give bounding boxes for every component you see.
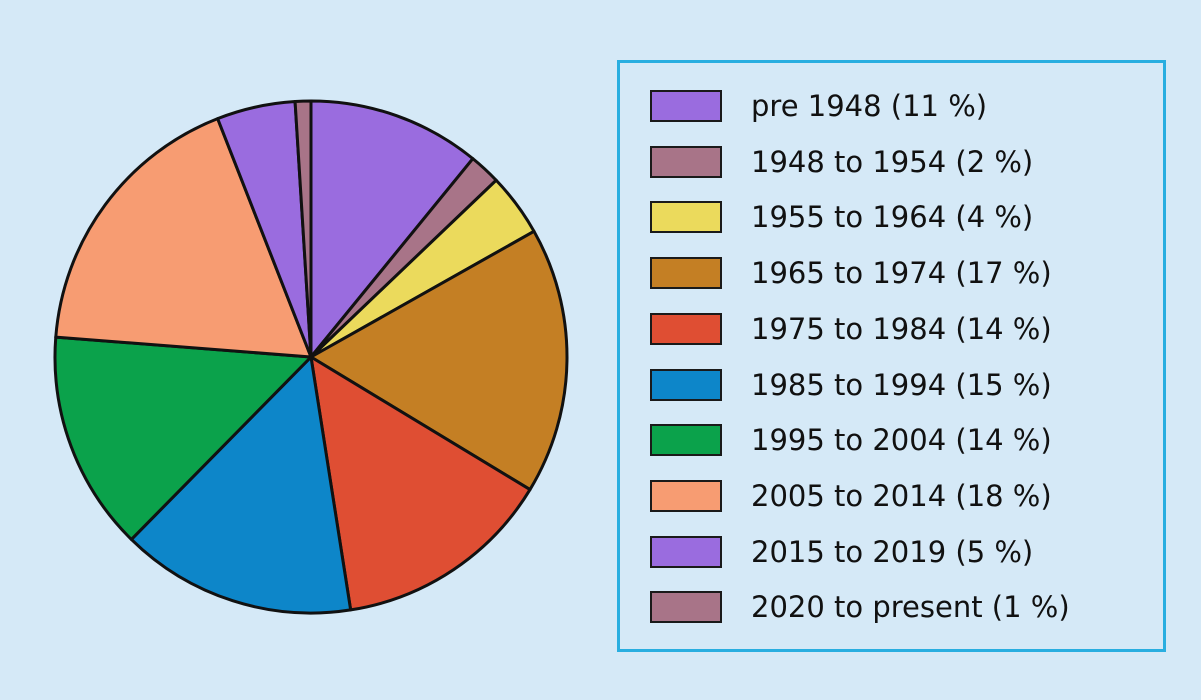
legend-swatch [650,535,722,568]
pie-slice-6 [129,355,353,615]
pie-slice-10 [293,99,313,359]
legend-label: pre 1948 (11 %) [751,89,988,123]
legend-label: 1955 to 1964 (4 %) [751,200,1034,235]
pie-slice-5 [309,355,532,612]
legend-label: 1965 to 1974 (17 %) [751,256,1052,291]
legend-label: 1948 to 1954 (2 %) [751,144,1034,179]
legend-swatch [650,201,722,234]
legend-swatch [650,424,722,457]
legend-item: 1948 to 1954 (2 %) [650,142,1033,182]
legend-item: 1985 to 1994 (15 %) [650,365,1052,405]
legend-label: 1975 to 1984 (14 %) [751,311,1052,346]
pie-chart [53,99,569,615]
legend-swatch [650,312,722,345]
legend-item: 1975 to 1984 (14 %) [650,309,1052,349]
legend-item: 2015 to 2019 (5 %) [650,532,1033,572]
legend-swatch [650,257,722,290]
pie-slice-4 [309,229,569,492]
legend-swatch [650,145,722,178]
legend-swatch [650,90,722,122]
legend-item: pre 1948 (11 %) [650,86,987,126]
legend-swatch [650,591,722,624]
legend-label: 1985 to 1994 (15 %) [751,367,1052,402]
legend-swatch [650,479,722,512]
legend-item: 1995 to 2004 (14 %) [650,420,1052,460]
pie-slice-1 [309,99,475,359]
legend-label: 2015 to 2019 (5 %) [751,534,1034,569]
pie-slice-8 [54,117,313,359]
legend-item: 1955 to 1964 (4 %) [650,197,1033,237]
legend-label: 2005 to 2014 (18 %) [751,478,1052,513]
legend-item: 2020 to present (1 %) [650,587,1070,627]
legend: pre 1948 (11 %) 1948 to 1954 (2 %) 1955 to… [617,60,1166,652]
legend-item: 2005 to 2014 (18 %) [650,476,1052,516]
legend-label: 1995 to 2004 (14 %) [751,423,1052,458]
pie-slice-7 [53,335,313,541]
legend-item: 1965 to 1974 (17 %) [650,253,1052,293]
legend-label: 2020 to present (1 %) [751,590,1070,625]
legend-swatch [650,368,722,401]
